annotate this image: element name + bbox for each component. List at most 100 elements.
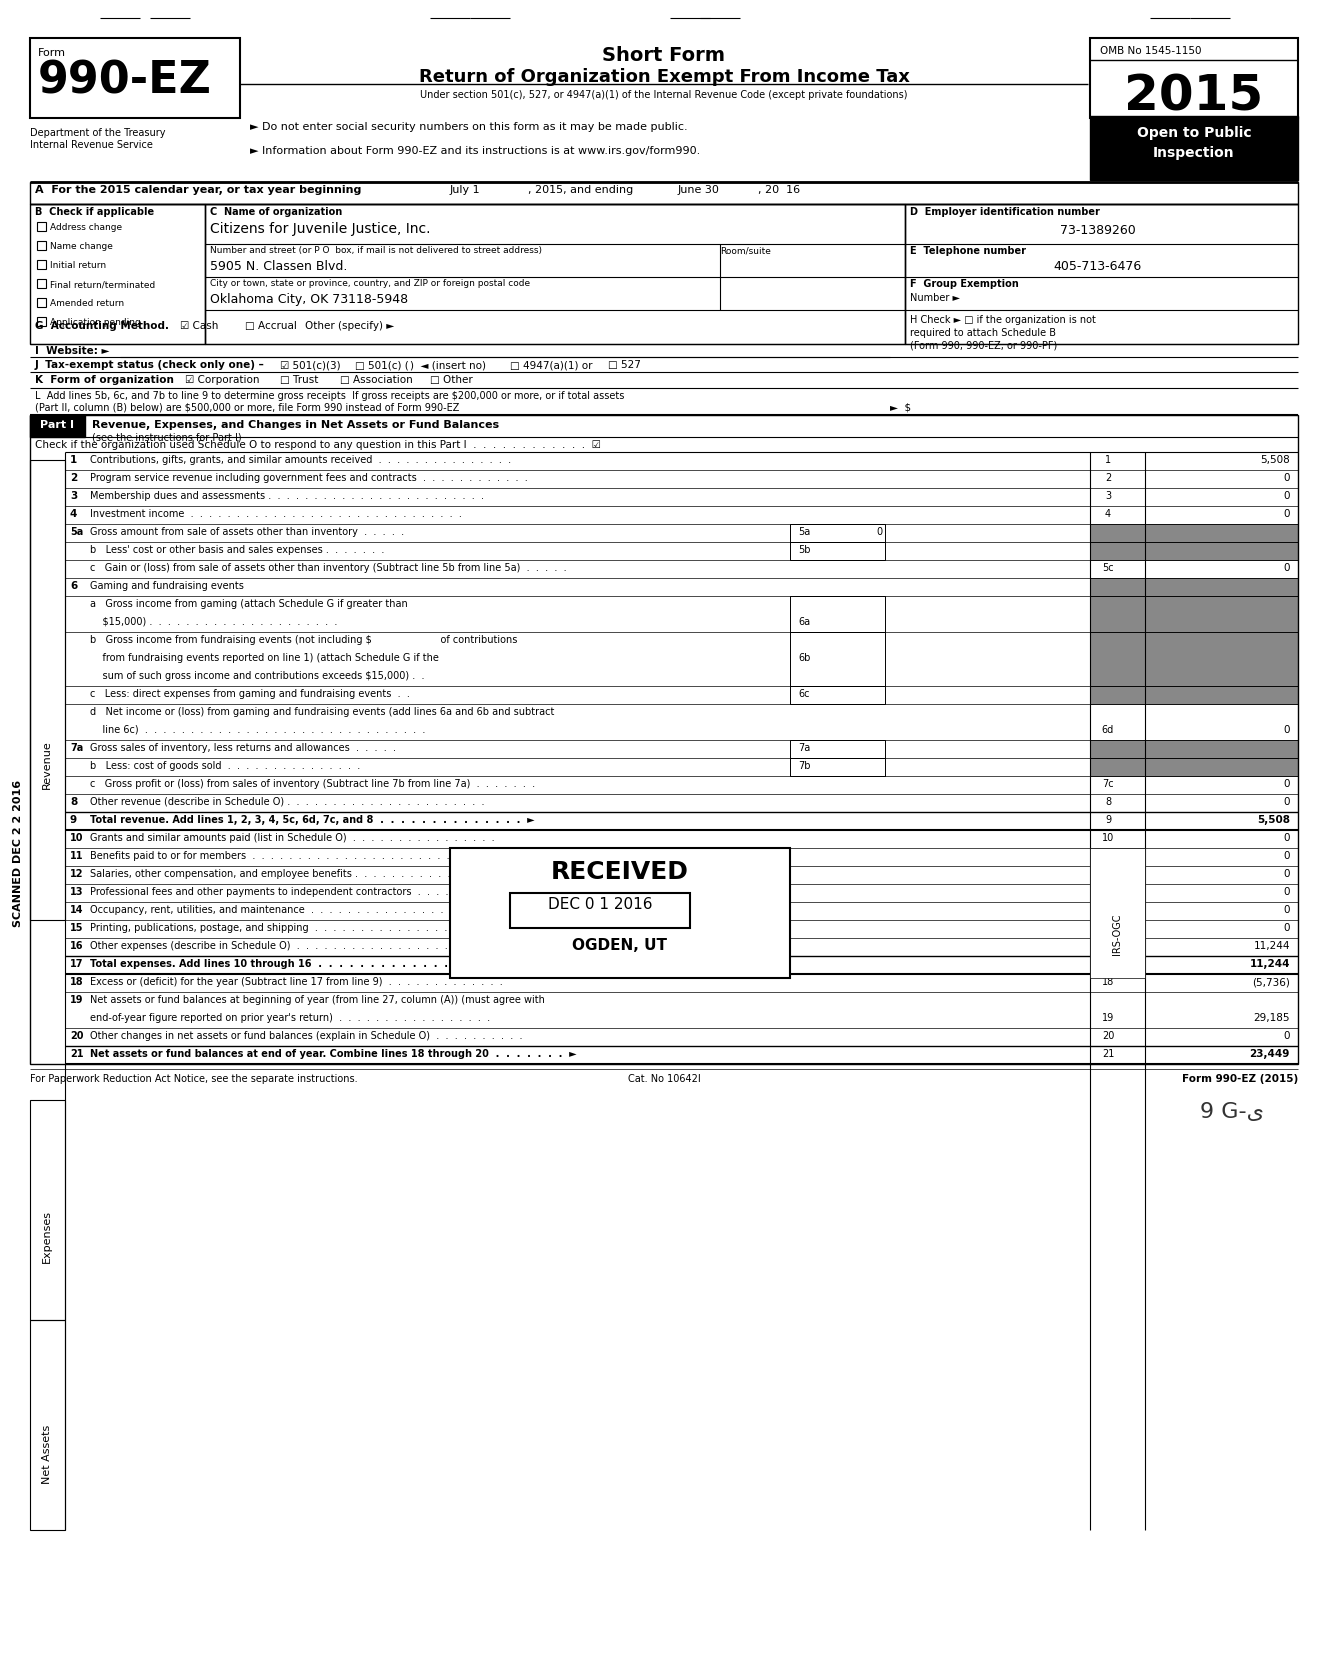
Text: 4: 4 [1105,509,1112,519]
Text: Final return/terminated: Final return/terminated [50,280,155,289]
Text: d   Net income or (loss) from gaming and fundraising events (add lines 6a and 6b: d Net income or (loss) from gaming and f… [90,708,554,718]
Text: A  For the 2015 calendar year, or tax year beginning: A For the 2015 calendar year, or tax yea… [35,185,361,195]
Text: Open to Public: Open to Public [1137,125,1251,140]
Bar [790,739,884,758]
Text: Net Assets: Net Assets [42,1425,52,1484]
Text: Total revenue. Add lines 1, 2, 3, 4, 5c, 6d, 7c, and 8  .  .  .  .  .  .  .  .  : Total revenue. Add lines 1, 2, 3, 4, 5c,… [90,814,535,824]
Bar [31,416,85,437]
Text: )  ◄ (insert no): ) ◄ (insert no) [410,361,486,371]
Text: (Form 990, 990-EZ, or 990-PF): (Form 990, 990-EZ, or 990-PF) [910,340,1057,350]
Text: 5905 N. Classen Blvd.: 5905 N. Classen Blvd. [210,260,348,274]
Text: Professional fees and other payments to independent contractors  .  .  .  .  .  : Professional fees and other payments to … [90,886,522,896]
Bar [31,204,205,344]
Text: 0: 0 [1283,1031,1289,1041]
Text: 11,244: 11,244 [1250,960,1289,970]
Text: DEC 0 1 2016: DEC 0 1 2016 [547,896,652,911]
Text: 11: 11 [70,851,84,861]
Text: June 30: June 30 [679,185,720,195]
Text: 8: 8 [1105,798,1112,808]
Text: □ Accrual: □ Accrual [244,320,297,330]
Bar [790,758,884,776]
Text: 1: 1 [1105,456,1112,466]
Text: Number and street (or P O  box, if mail is not delivered to street address): Number and street (or P O box, if mail i… [210,245,542,255]
Text: City or town, state or province, country, and ZIP or foreign postal code: City or town, state or province, country… [210,279,530,289]
Text: 29,185: 29,185 [1254,1013,1289,1023]
Text: 20: 20 [70,1031,84,1041]
Text: 7b: 7b [798,761,810,771]
Text: b   Less' cost or other basis and sales expenses .  .  .  .  .  .  .: b Less' cost or other basis and sales ex… [90,546,384,556]
Text: 0: 0 [1283,886,1289,896]
Text: Grants and similar amounts paid (list in Schedule O)  .  .  .  .  .  .  .  .  . : Grants and similar amounts paid (list in… [90,833,494,843]
Text: 0: 0 [1283,851,1289,861]
Bar [790,686,884,704]
Text: 4: 4 [70,509,77,519]
Text: OMB No 1545-1150: OMB No 1545-1150 [1100,47,1202,57]
Text: 15: 15 [70,923,84,933]
Text: Form: Form [39,48,66,58]
Text: Excess or (deficit) for the year (Subtract line 17 from line 9)  .  .  .  .  .  : Excess or (deficit) for the year (Subtra… [90,976,503,986]
Text: 21: 21 [70,1050,84,1060]
Text: Room/suite: Room/suite [720,245,770,255]
Text: 2: 2 [70,472,77,482]
Text: Return of Organization Exempt From Income Tax: Return of Organization Exempt From Incom… [418,68,910,87]
Text: J  Tax-exempt status (check only one) –: J Tax-exempt status (check only one) – [35,361,264,371]
Text: Printing, publications, postage, and shipping  .  .  .  .  .  .  .  .  .  .  .  : Printing, publications, postage, and shi… [90,923,485,933]
Text: 5b: 5b [798,546,810,556]
Text: a   Gross income from gaming (attach Schedule G if greater than: a Gross income from gaming (attach Sched… [90,599,408,609]
Text: 18: 18 [70,976,84,986]
Bar [37,240,46,250]
Text: 13: 13 [70,886,84,896]
Text: For Paperwork Reduction Act Notice, see the separate instructions.: For Paperwork Reduction Act Notice, see … [31,1073,357,1083]
Text: ☑ Cash: ☑ Cash [181,320,218,330]
Text: 5,508: 5,508 [1260,456,1289,466]
Bar [31,461,65,920]
Bar [790,542,884,561]
Text: 9 G-ى: 9 G-ى [1201,1102,1264,1122]
Text: 5a: 5a [798,527,810,537]
Text: 6a: 6a [798,618,810,628]
Text: from fundraising events reported on line 1) (attach Schedule G if the: from fundraising events reported on line… [90,653,438,663]
Text: 16: 16 [1102,941,1114,951]
Text: 0: 0 [1283,870,1289,880]
Text: 8: 8 [70,798,77,808]
Text: 11: 11 [1102,851,1114,861]
Text: 19: 19 [1102,1013,1114,1023]
Text: 0: 0 [1283,833,1289,843]
Text: G  Accounting Method.: G Accounting Method. [35,320,169,330]
Text: 5c: 5c [1102,562,1114,572]
Text: 405-713-6476: 405-713-6476 [1054,260,1142,274]
Text: b   Less: cost of goods sold  .  .  .  .  .  .  .  .  .  .  .  .  .  .  .: b Less: cost of goods sold . . . . . . .… [90,761,360,771]
Text: Short Form: Short Form [603,47,725,65]
Text: 990-EZ: 990-EZ [39,60,212,103]
Text: Gross sales of inventory, less returns and allowances  .  .  .  .  .: Gross sales of inventory, less returns a… [90,743,396,753]
Text: E  Telephone number: E Telephone number [910,245,1027,255]
Bar [1090,117,1297,180]
Bar [205,204,904,344]
Text: SCANNED DEC 2 2 2016: SCANNED DEC 2 2 2016 [13,779,23,926]
Text: 0: 0 [1283,509,1289,519]
Text: 5a: 5a [70,527,84,537]
Bar [1090,633,1297,686]
Bar [37,222,46,230]
Text: ☑ Corporation: ☑ Corporation [185,376,259,386]
Bar [37,317,46,325]
Text: Part I: Part I [40,421,74,431]
Text: F  Group Exemption: F Group Exemption [910,279,1019,289]
Text: 17: 17 [70,960,84,970]
Text: Other changes in net assets or fund balances (explain in Schedule O)  .  .  .  .: Other changes in net assets or fund bala… [90,1031,522,1041]
Text: 12: 12 [70,870,84,880]
Text: □ 501(c) (: □ 501(c) ( [355,361,409,371]
Text: 0: 0 [1283,472,1289,482]
Text: 23,449: 23,449 [1250,1050,1289,1060]
Bar [450,848,790,978]
Text: □ 527: □ 527 [608,361,641,371]
Text: K  Form of organization: K Form of organization [35,376,174,386]
Text: , 20  16: , 20 16 [758,185,801,195]
Text: 3: 3 [1105,491,1112,501]
Text: Occupancy, rent, utilities, and maintenance  .  .  .  .  .  .  .  .  .  .  .  . : Occupancy, rent, utilities, and maintena… [90,905,490,915]
Text: (see the instructions for Part I): (see the instructions for Part I) [92,432,242,442]
Bar [37,260,46,269]
Bar [904,204,1297,344]
Bar [1090,758,1297,776]
Text: ►  $: ► $ [890,402,911,412]
